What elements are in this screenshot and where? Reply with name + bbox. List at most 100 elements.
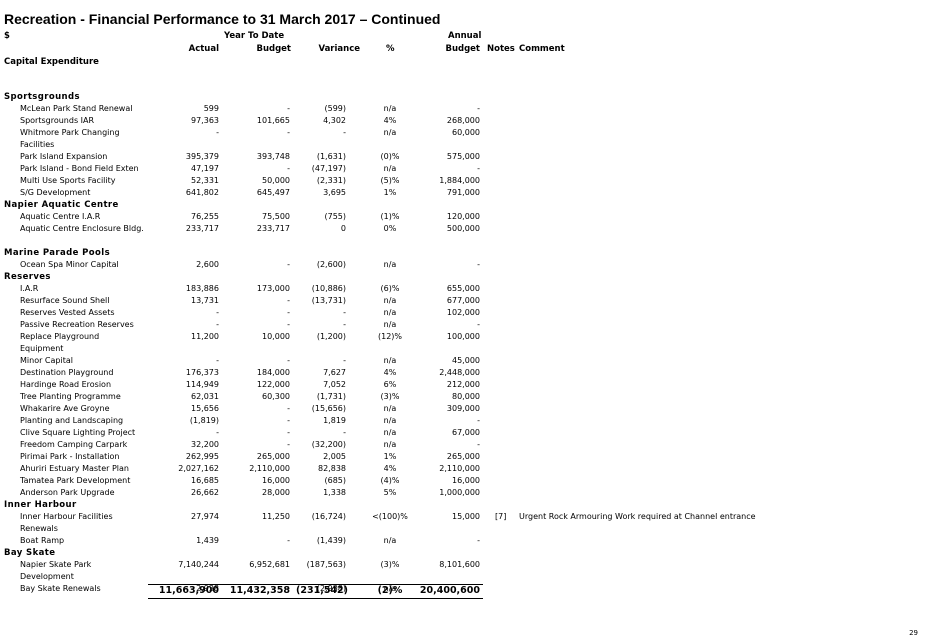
variance-cell: (1,200)	[316, 332, 346, 341]
pct-cell: n/a	[383, 104, 397, 113]
pct-cell: n/a	[383, 536, 397, 545]
pct-cell: n/a	[383, 356, 397, 365]
actual-cell: 176,373	[185, 368, 219, 377]
budget-cell: -	[287, 320, 290, 329]
table-row: S/G Development 641,802 645,497 3,695 1% 791,…	[0, 187, 926, 199]
variance-cell: 1,338	[323, 488, 346, 497]
pct-cell: n/a	[383, 320, 397, 329]
annual-budget-cell: -	[477, 536, 480, 545]
annual-budget-cell: 309,000	[446, 404, 480, 413]
budget-cell: -	[287, 536, 290, 545]
section-heading-row: Bay Skate	[0, 547, 926, 559]
actual-cell: 15,656	[191, 404, 219, 413]
annual-budget-cell: -	[477, 104, 480, 113]
table-row: Facilities	[0, 139, 926, 151]
pct-cell: 4%	[383, 368, 397, 377]
actual-cell: 183,886	[185, 284, 219, 293]
row-label: Anderson Park Upgrade	[20, 488, 115, 497]
budget-cell: -	[287, 260, 290, 269]
actual-cell: 2,600	[196, 260, 219, 269]
budget-cell: 393,748	[256, 152, 290, 161]
pct-cell: 1%	[383, 452, 397, 461]
row-label: Tamatea Park Development	[20, 476, 131, 485]
capex-heading: Capital Expenditure	[4, 57, 99, 67]
variance-cell: (32,200)	[311, 440, 346, 449]
row-label: Bay Skate	[4, 548, 56, 558]
actual-cell: 52,331	[191, 176, 219, 185]
variance-cell: 0	[340, 224, 346, 233]
variance-cell: -	[343, 428, 346, 437]
budget-cell: 60,300	[262, 392, 290, 401]
variance-cell: (15,656)	[311, 404, 346, 413]
variance-cell: (16,724)	[311, 512, 346, 521]
section-heading-row: Reserves	[0, 271, 926, 283]
total-annual: 20,400,600	[419, 585, 480, 596]
actual-cell: 11,200	[191, 332, 219, 341]
annual-budget-cell: 80,000	[452, 392, 480, 401]
variance-cell: (599)	[324, 104, 346, 113]
row-label: Aquatic Centre I.A.R	[20, 212, 101, 221]
actual-cell: 641,802	[185, 188, 219, 197]
row-label: Aquatic Centre Enclosure Bldg.	[20, 224, 144, 233]
actual-cell: 27,974	[191, 512, 219, 521]
annual-budget-cell: 102,000	[446, 308, 480, 317]
table-row: Anderson Park Upgrade 26,662 28,000 1,338 5%…	[0, 487, 926, 499]
actual-cell: 1,439	[196, 536, 219, 545]
row-label: Tree Planting Programme	[20, 392, 121, 401]
budget-cell: 75,500	[262, 212, 290, 221]
row-label: Napier Aquatic Centre	[4, 200, 119, 210]
row-label: Reserves Vested Assets	[20, 308, 115, 317]
actual-cell: 2,027,162	[178, 464, 219, 473]
variance-cell: (1,439)	[316, 536, 346, 545]
annual-header: Annual	[448, 31, 482, 41]
budget-cell: 6,952,681	[249, 560, 290, 569]
actual-cell: 32,200	[191, 440, 219, 449]
pct-cell: 4%	[383, 116, 397, 125]
annual-budget-cell: 67,000	[452, 428, 480, 437]
row-label: Ahuriri Estuary Master Plan	[20, 464, 129, 473]
pct-cell: n/a	[383, 260, 397, 269]
table-row: Freedom Camping Carpark 32,200 - (32,200) n/…	[0, 439, 926, 451]
row-label: Whakarire Ave Groyne	[20, 404, 110, 413]
table-row: Inner Harbour Facilities 27,974 11,250 (16,…	[0, 511, 926, 523]
annual-budget-cell: -	[477, 584, 480, 593]
annual-budget-cell: 265,000	[446, 452, 480, 461]
row-label: Ocean Spa Minor Capital	[20, 260, 119, 269]
pct-cell: (3)%	[380, 560, 400, 569]
actual-cell: 97,363	[191, 116, 219, 125]
budget-cell: 28,000	[262, 488, 290, 497]
comment-header: Comment	[519, 44, 565, 54]
table-row: Passive Recreation Reserves - - - n/a -	[0, 319, 926, 331]
pct-cell: n/a	[383, 164, 397, 173]
annual-budget-cell: 16,000	[452, 476, 480, 485]
pct-cell: n/a	[383, 584, 397, 593]
total-variance: (231,542)	[296, 585, 348, 596]
variance-cell: -	[343, 356, 346, 365]
pct-cell: 4%	[383, 464, 397, 473]
variance-cell: (47,197)	[311, 164, 346, 173]
budget-cell: 2,110,000	[249, 464, 290, 473]
budget-cell: 11,250	[262, 512, 290, 521]
note-cell: [7]	[495, 512, 507, 521]
variance-cell: -	[343, 320, 346, 329]
annual-budget-cell: 212,000	[446, 380, 480, 389]
row-label: Multi Use Sports Facility	[20, 176, 116, 185]
budget-cell: 10,000	[262, 332, 290, 341]
actual-cell: 599	[203, 104, 219, 113]
pct-cell: n/a	[383, 440, 397, 449]
actual-cell: -	[216, 308, 219, 317]
annual-budget-cell: 500,000	[446, 224, 480, 233]
table-row: Resurface Sound Shell 13,731 - (13,731) n/a 6…	[0, 295, 926, 307]
row-label: I.A.R	[20, 284, 39, 293]
pct-cell: n/a	[383, 404, 397, 413]
table-row: Destination Playground 176,373 184,000 7,62…	[0, 367, 926, 379]
pct-cell: (0)%	[380, 152, 400, 161]
budget-cell: -	[287, 356, 290, 365]
actual-cell: -	[216, 320, 219, 329]
variance-cell: (13,731)	[311, 296, 346, 305]
table-row: Equipment	[0, 343, 926, 355]
annual-budget-cell: 1,884,000	[439, 176, 480, 185]
pct-cell: n/a	[383, 308, 397, 317]
variance-cell: (2,331)	[316, 176, 346, 185]
pct-cell: (5)%	[380, 176, 400, 185]
